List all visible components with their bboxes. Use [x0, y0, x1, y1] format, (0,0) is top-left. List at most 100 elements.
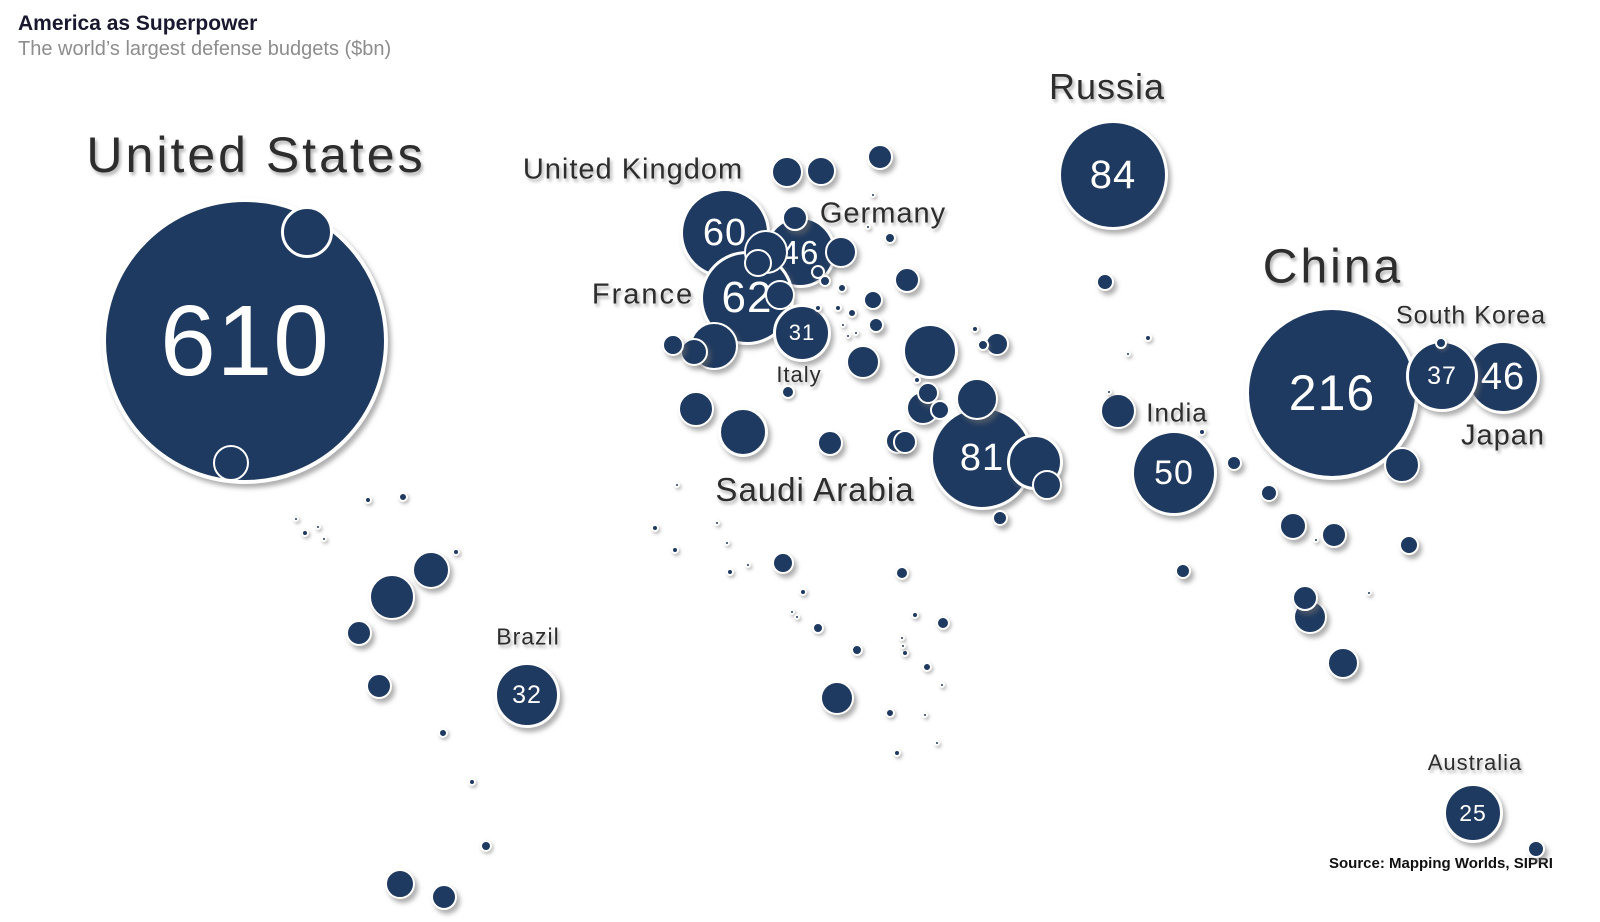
belgium-ring [744, 249, 772, 277]
south-america-bubble-5 [385, 869, 415, 899]
middle-east-bubble-4 [893, 430, 917, 454]
saudi-arabia-value: 81 [959, 437, 1005, 479]
dot-africa-13 [911, 611, 919, 619]
south-america-bubble-4 [366, 673, 392, 699]
dot-africa-9 [789, 609, 795, 615]
europe-bubble-12 [662, 334, 684, 356]
south-korea-value: 37 [1427, 361, 1457, 390]
europe-bubble-6 [894, 267, 920, 293]
dot-europe-7 [834, 304, 842, 312]
chart-subtitle: The world’s largest defense budgets ($bn… [18, 38, 392, 60]
europe-bubble-3 [867, 144, 893, 170]
dot-europe-10 [853, 330, 859, 336]
australia-value: 25 [1459, 799, 1487, 826]
north-africa-bubble-3 [817, 430, 843, 456]
south-america-bubble-3 [346, 620, 372, 646]
india-label: India [1146, 397, 1208, 428]
se-asia-bubble-2 [1279, 512, 1307, 540]
south-america-bubble-2 [369, 574, 415, 620]
australia-label: Australia [1427, 750, 1523, 775]
dot-middle-east-1 [913, 376, 921, 384]
united-states-label: United States [86, 127, 426, 183]
dot-caribbean-6 [398, 492, 408, 502]
dot-central-asia-2 [1125, 351, 1131, 357]
dot-africa-14 [899, 635, 905, 641]
australia-bubble: 25 [1443, 783, 1503, 843]
united-kingdom-label: United Kingdom [522, 153, 744, 186]
mexico-ring [213, 445, 249, 481]
dot-europe-9 [845, 333, 851, 339]
dot-central-asia-1 [1144, 334, 1152, 342]
middle-east-bubble-5 [956, 378, 998, 420]
dot-europe-8 [840, 322, 846, 328]
europe-bubble-5 [825, 236, 857, 268]
united-states-value: 610 [160, 285, 330, 397]
dot-africa-1 [674, 482, 680, 488]
europe-bubble-9 [846, 345, 880, 379]
india-value: 50 [1154, 454, 1194, 492]
dot-africa-18 [939, 682, 945, 688]
europe-bubble-2 [806, 156, 836, 186]
dot-africa-7 [745, 562, 751, 568]
se-asia-bubble-7 [1327, 647, 1359, 679]
south-asia-bubble-1 [1100, 393, 1136, 429]
se-asia-bubble-5 [1292, 585, 1318, 611]
south-america-bubble-6 [431, 884, 457, 910]
brazil-value: 32 [512, 680, 542, 709]
russia-label: Russia [1048, 66, 1166, 107]
dot-caribbean-5 [364, 496, 372, 504]
se-asia-bubble-1 [1260, 484, 1278, 502]
europe-bubble-1 [771, 156, 803, 188]
dot-caribbean-3 [315, 524, 321, 530]
italy-label: Italy [776, 362, 822, 387]
dot-africa-10 [794, 614, 800, 620]
dot-africa-22 [934, 740, 940, 746]
dot-africa-20 [922, 712, 928, 718]
dot-europe-5 [837, 283, 847, 293]
brazil-label: Brazil [496, 623, 560, 650]
dot-africa-3 [671, 546, 679, 554]
south-korea-label: South Korea [1396, 301, 1546, 330]
middle-east-bubble-1 [902, 323, 958, 379]
united-states-bubble: 610 [102, 198, 388, 484]
dot-se-asia-1 [1313, 537, 1319, 543]
dot-africa-16 [901, 649, 909, 657]
dot-africa-19 [885, 708, 895, 718]
dot-africa-15 [900, 643, 906, 649]
dot-africa-2 [651, 524, 659, 532]
dot-south-asia-1 [1198, 428, 1206, 436]
dot-europe-2 [865, 224, 871, 230]
brazil-bubble: 32 [494, 662, 560, 728]
united-kingdom-value: 60 [702, 212, 748, 254]
saudi-arabia-label: Saudi Arabia [715, 471, 915, 508]
germany-label: Germany [819, 197, 947, 230]
se-asia-bubble-3 [1321, 522, 1347, 548]
dot-south-america-3 [468, 778, 476, 786]
dot-south-america-2 [438, 728, 448, 738]
middle-east-bubble-7 [1032, 470, 1062, 500]
china-value: 216 [1288, 365, 1376, 421]
dot-caribbean-2 [301, 529, 309, 537]
russia-value: 84 [1089, 153, 1137, 197]
europe-bubble-11 [680, 338, 708, 366]
source-credit: Source: Mapping Worlds, SIPRI [1329, 855, 1553, 872]
dot-europe-1 [870, 192, 876, 198]
dot-europe-3 [884, 232, 896, 244]
se-asia-bubble-4 [1399, 535, 1419, 555]
dot-africa-6 [726, 568, 734, 576]
dot-africa-11 [812, 622, 824, 634]
dot-east-asia-1 [1435, 337, 1447, 349]
middle-east-bubble-2 [917, 382, 939, 404]
italy-value: 31 [788, 320, 816, 345]
dot-africa-4 [714, 520, 720, 526]
central-asia-bubble-1 [1096, 273, 1114, 291]
africa-bubble-1 [772, 552, 794, 574]
dot-caribbean-1 [293, 516, 299, 522]
south-america-bubble-1 [412, 551, 450, 589]
north-africa-bubble-2 [718, 407, 768, 457]
dot-africa-5 [724, 540, 730, 546]
switzerland-ring [765, 280, 795, 310]
france-label: France [591, 278, 695, 311]
france-value: 62 [721, 273, 773, 322]
austria-ring [814, 304, 822, 312]
